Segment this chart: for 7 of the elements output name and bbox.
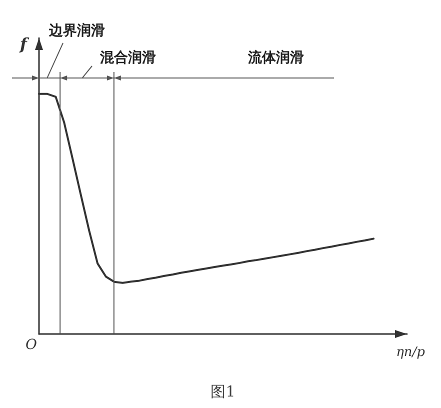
text: 流体润滑 xyxy=(247,49,304,66)
y-axis-title: f xyxy=(19,34,30,54)
text: 混合润滑 xyxy=(99,49,156,66)
caption: 图1 xyxy=(210,382,236,400)
text: O xyxy=(26,337,38,353)
text: 边界润滑 xyxy=(48,22,105,39)
x-axis-title: ηn/p xyxy=(396,345,426,360)
